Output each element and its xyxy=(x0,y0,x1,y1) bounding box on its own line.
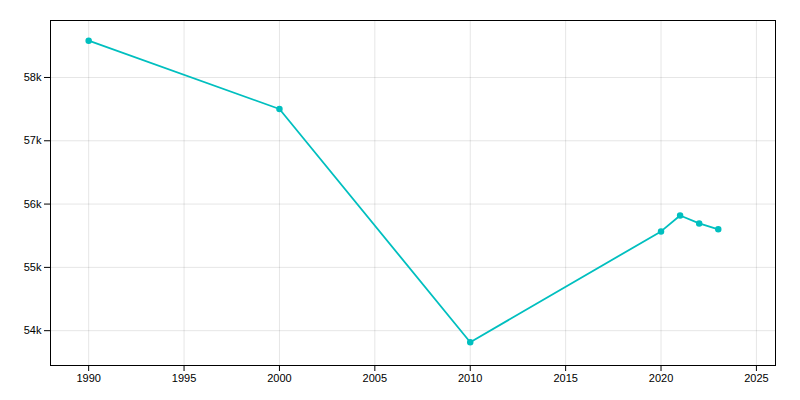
svg-text:1990: 1990 xyxy=(76,372,100,384)
svg-text:1995: 1995 xyxy=(172,372,196,384)
svg-text:57k: 57k xyxy=(24,134,42,146)
svg-text:58k: 58k xyxy=(24,71,42,83)
svg-text:2020: 2020 xyxy=(649,372,673,384)
svg-text:2025: 2025 xyxy=(744,372,768,384)
svg-text:2010: 2010 xyxy=(458,372,482,384)
svg-text:2005: 2005 xyxy=(363,372,387,384)
svg-text:2015: 2015 xyxy=(553,372,577,384)
svg-text:55k: 55k xyxy=(24,261,42,273)
svg-text:56k: 56k xyxy=(24,198,42,210)
svg-text:54k: 54k xyxy=(24,324,42,336)
svg-text:2000: 2000 xyxy=(267,372,291,384)
